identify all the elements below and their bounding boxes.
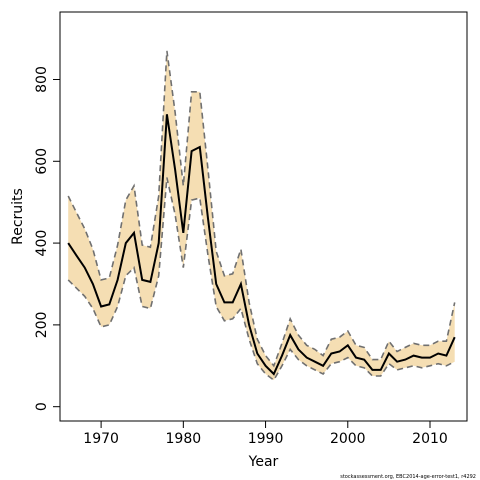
y-tick-label: 200 [34,312,50,339]
y-tick-label: 800 [34,66,50,93]
y-axis: 0 200 400 600 800 [34,66,60,411]
caption: stockassessment.org, EBC2014-age-error-t… [340,474,476,480]
x-axis: 1970 1980 1990 2000 2010 [83,421,448,447]
x-tick-label: 2010 [412,431,448,447]
y-tick-label: 400 [34,230,50,257]
x-tick-label: 1990 [248,431,284,447]
upper-bound-line [67,50,456,368]
plot-frame [59,11,468,422]
x-tick-label: 1980 [166,431,202,447]
y-tick-label: 600 [34,148,50,175]
y-axis-title: Recruits [10,188,26,245]
x-axis-title: Year [248,454,279,470]
x-tick-label: 2000 [330,431,366,447]
x-tick-label: 1970 [83,431,119,447]
estimate-line [67,114,456,376]
confidence-band [68,50,455,381]
y-tick-label: 0 [34,402,50,411]
lower-bound-line [67,177,456,382]
